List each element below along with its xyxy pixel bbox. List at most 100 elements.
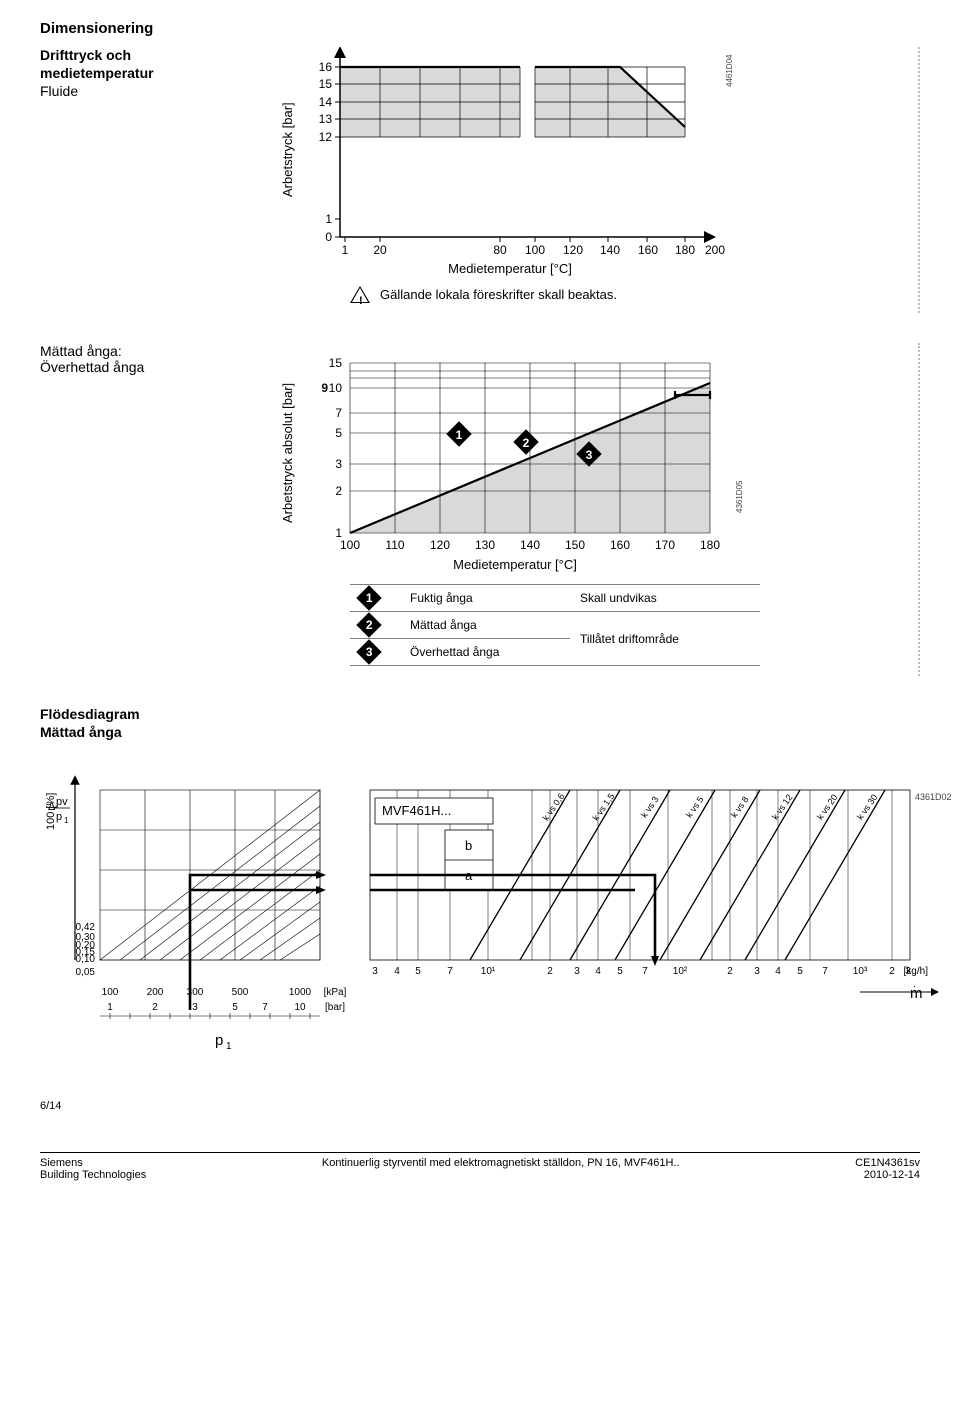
svg-text:1: 1 [107,1002,113,1013]
svg-text:9: 9 [321,381,328,395]
svg-text:12: 12 [319,130,333,144]
svg-text:16: 16 [319,60,333,74]
svg-text:110: 110 [385,538,404,552]
svg-text:15: 15 [329,356,343,370]
svg-text:1: 1 [226,1041,232,1052]
warning-icon: ! [350,286,370,303]
svg-text:14: 14 [319,95,333,109]
b2-title1: Mättad ånga: [40,343,230,359]
svg-text:200: 200 [705,243,725,257]
b1-xlabel: Medietemperatur [°C] [290,261,730,276]
b1-title1: Drifttryck och [40,47,230,63]
svg-text:20: 20 [373,243,387,257]
svg-text:10¹: 10¹ [481,966,496,977]
b1-ylabel: Arbetstryck [bar] [280,102,295,197]
svg-text:140: 140 [520,538,540,552]
svg-text:0,05: 0,05 [76,967,96,978]
svg-text:3: 3 [192,1002,198,1013]
svg-text:1: 1 [64,816,69,825]
b2-title2: Överhettad ånga [40,359,230,375]
svg-text:3: 3 [372,966,378,977]
svg-text:2: 2 [889,966,895,977]
b3-code: 4361D02 [915,792,952,802]
footer-right1: CE1N4361sv [855,1157,920,1169]
svg-text:5: 5 [232,1002,238,1013]
svg-text:0,10: 0,10 [76,954,96,965]
svg-text:2: 2 [152,1002,158,1013]
svg-text:Δ: Δ [48,801,56,813]
footer-center: Kontinuerlig styrventil med elektromagne… [322,1157,680,1181]
svg-text:300: 300 [187,987,204,998]
svg-text:10: 10 [329,381,343,395]
b1-title2: medietemperatur [40,65,230,81]
svg-text:500: 500 [232,987,249,998]
svg-text:5: 5 [797,966,803,977]
svg-text:5: 5 [335,426,342,440]
svg-text:80: 80 [493,243,507,257]
svg-text:160: 160 [610,538,630,552]
svg-text:150: 150 [565,538,585,552]
svg-text:7: 7 [335,406,342,420]
section-title: Dimensionering [40,20,920,37]
svg-text:m: m [910,985,923,1002]
svg-text:p: p [56,811,62,823]
svg-text:5: 5 [415,966,421,977]
b2-legend: 1 Fuktig ånga Skall undvikas 2 Mättad ån… [350,584,760,666]
chart3-svg: 100 [%] Δ pv p 1 0,42 0,30 0,20 0,15 [40,770,940,1060]
svg-text:140: 140 [600,243,620,257]
chart1-svg: 16 15 14 13 12 1 0 [290,47,730,257]
b1-warning: Gällande lokala föreskrifter skall beakt… [380,287,617,302]
svg-text:3: 3 [586,448,593,462]
svg-text:7: 7 [447,966,453,977]
svg-text:[kPa]: [kPa] [324,987,347,998]
svg-text:7: 7 [642,966,648,977]
svg-text:170: 170 [655,538,675,552]
svg-text:10³: 10³ [853,966,868,977]
svg-text:3: 3 [754,966,760,977]
footer: Siemens Building Technologies Kontinuerl… [40,1152,920,1181]
page-num: 6/14 [40,1100,920,1112]
chart2-svg: 1 2 3 15 10 9 7 5 3 2 [290,343,740,553]
svg-text:4: 4 [775,966,781,977]
svg-text:2: 2 [547,966,553,977]
footer-left2: Building Technologies [40,1169,146,1181]
b2-xlabel: Medietemperatur [°C] [290,557,740,572]
svg-text:[bar]: [bar] [325,1002,345,1013]
svg-text:4: 4 [595,966,601,977]
svg-text:3: 3 [335,457,342,471]
svg-text:2: 2 [523,436,530,450]
footer-left1: Siemens [40,1157,146,1169]
svg-text:100: 100 [102,987,119,998]
b1-subtitle: Fluide [40,83,230,99]
b3-a: a [465,868,472,883]
svg-text:p: p [215,1032,223,1049]
svg-text:160: 160 [638,243,658,257]
b3-b: b [465,838,472,853]
svg-text:10²: 10² [673,966,688,977]
svg-text:pv: pv [56,796,68,808]
svg-text:1: 1 [456,428,463,442]
svg-text:13: 13 [319,112,333,126]
svg-text:2: 2 [335,484,342,498]
svg-text:1000: 1000 [289,987,312,998]
svg-text:180: 180 [700,538,720,552]
svg-text:15: 15 [319,77,333,91]
svg-text:120: 120 [430,538,450,552]
svg-text:100: 100 [340,538,360,552]
svg-text:[kg/h]: [kg/h] [904,966,929,977]
b2-ylabel: Arbetstryck absolut [bar] [280,383,295,523]
b3-device: MVF461H... [382,803,451,818]
svg-text:120: 120 [563,243,583,257]
b3-title1: Flödesdiagram [40,706,920,722]
svg-text:4: 4 [394,966,400,977]
footer-right2: 2010-12-14 [855,1169,920,1181]
svg-text:130: 130 [475,538,495,552]
svg-text:1: 1 [342,243,349,257]
svg-text:3: 3 [574,966,580,977]
svg-text:180: 180 [675,243,695,257]
svg-text:200: 200 [147,987,164,998]
svg-text:7: 7 [822,966,828,977]
svg-text:.: . [913,979,916,990]
svg-text:7: 7 [262,1002,268,1013]
b3-title2: Mättad ånga [40,724,920,740]
